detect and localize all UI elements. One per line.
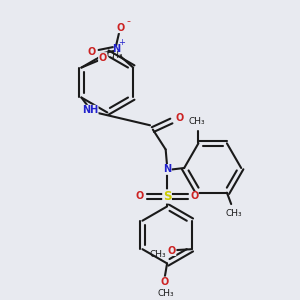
Text: CH₃: CH₃ <box>158 290 174 298</box>
Text: O: O <box>176 112 184 123</box>
Text: -: - <box>126 16 130 26</box>
Text: CH₃: CH₃ <box>226 209 242 218</box>
Text: O: O <box>160 277 168 287</box>
Text: CH₃: CH₃ <box>150 250 166 259</box>
Text: S: S <box>163 190 171 203</box>
Text: O: O <box>168 246 176 256</box>
Text: O: O <box>99 52 107 63</box>
Text: O: O <box>136 191 144 202</box>
Text: N: N <box>163 164 171 174</box>
Text: O: O <box>88 47 96 58</box>
Text: N: N <box>112 44 120 54</box>
Text: O: O <box>116 23 124 33</box>
Text: O: O <box>190 191 198 202</box>
Text: +: + <box>118 38 125 47</box>
Text: NH: NH <box>82 105 98 115</box>
Text: CH₃: CH₃ <box>106 51 123 60</box>
Text: CH₃: CH₃ <box>189 118 205 127</box>
